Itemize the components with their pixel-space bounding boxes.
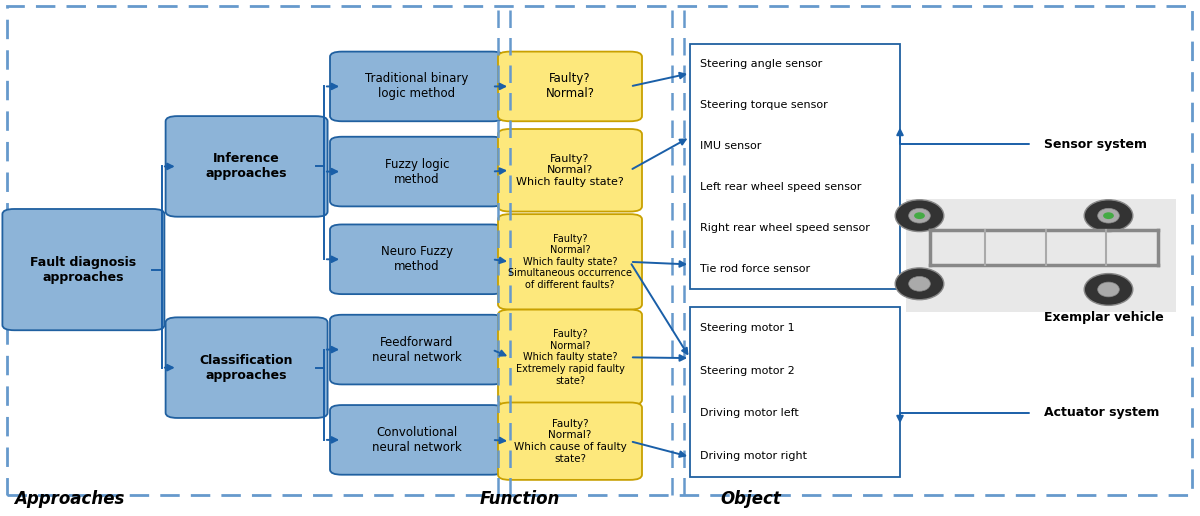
FancyBboxPatch shape xyxy=(498,52,642,121)
Text: Fault diagnosis
approaches: Fault diagnosis approaches xyxy=(30,255,137,284)
Text: Convolutional
neural network: Convolutional neural network xyxy=(372,426,462,454)
Bar xyxy=(906,199,1176,312)
FancyBboxPatch shape xyxy=(166,116,328,217)
Text: Steering motor 2: Steering motor 2 xyxy=(700,366,794,376)
Ellipse shape xyxy=(908,208,930,223)
Ellipse shape xyxy=(1098,208,1120,223)
Text: Sensor system: Sensor system xyxy=(1044,138,1147,151)
Ellipse shape xyxy=(1098,282,1120,297)
FancyBboxPatch shape xyxy=(498,402,642,480)
FancyBboxPatch shape xyxy=(330,405,504,475)
Ellipse shape xyxy=(1085,200,1133,232)
Text: Neuro Fuzzy
method: Neuro Fuzzy method xyxy=(380,245,454,273)
Text: Actuator system: Actuator system xyxy=(1044,406,1159,420)
Text: Faulty?
Normal?: Faulty? Normal? xyxy=(546,72,594,101)
Text: Function: Function xyxy=(480,490,560,508)
FancyBboxPatch shape xyxy=(498,310,642,405)
Text: Fuzzy logic
method: Fuzzy logic method xyxy=(385,157,449,186)
Text: Object: Object xyxy=(720,490,781,508)
Text: Driving motor left: Driving motor left xyxy=(700,409,798,418)
Text: Right rear wheel speed sensor: Right rear wheel speed sensor xyxy=(700,223,870,233)
Text: IMU sensor: IMU sensor xyxy=(700,141,761,151)
Text: Steering torque sensor: Steering torque sensor xyxy=(700,100,827,110)
FancyBboxPatch shape xyxy=(2,209,164,330)
FancyBboxPatch shape xyxy=(330,52,504,121)
Text: Traditional binary
logic method: Traditional binary logic method xyxy=(365,72,469,101)
Text: Tie rod force sensor: Tie rod force sensor xyxy=(700,264,810,273)
Text: Feedforward
neural network: Feedforward neural network xyxy=(372,335,462,364)
Text: Classification
approaches: Classification approaches xyxy=(200,353,293,382)
Text: Left rear wheel speed sensor: Left rear wheel speed sensor xyxy=(700,182,860,192)
Ellipse shape xyxy=(914,212,925,219)
Ellipse shape xyxy=(1103,212,1114,219)
FancyBboxPatch shape xyxy=(330,315,504,384)
FancyBboxPatch shape xyxy=(498,214,642,310)
Text: Faulty?
Normal?
Which faulty state?: Faulty? Normal? Which faulty state? xyxy=(516,154,624,187)
FancyBboxPatch shape xyxy=(498,129,642,212)
FancyBboxPatch shape xyxy=(330,137,504,206)
Text: Faulty?
Normal?
Which cause of faulty
state?: Faulty? Normal? Which cause of faulty st… xyxy=(514,419,626,463)
Ellipse shape xyxy=(895,200,944,232)
Text: Exemplar vehicle: Exemplar vehicle xyxy=(1044,311,1164,324)
Text: Steering angle sensor: Steering angle sensor xyxy=(700,59,822,69)
Text: Approaches: Approaches xyxy=(14,490,125,508)
Ellipse shape xyxy=(1085,273,1133,305)
FancyBboxPatch shape xyxy=(166,317,328,418)
Text: Steering motor 1: Steering motor 1 xyxy=(700,324,794,333)
FancyBboxPatch shape xyxy=(330,224,504,294)
Text: Driving motor right: Driving motor right xyxy=(700,451,806,461)
Text: Faulty?
Normal?
Which faulty state?
Extremely rapid faulty
state?: Faulty? Normal? Which faulty state? Extr… xyxy=(516,329,624,385)
Ellipse shape xyxy=(908,277,930,291)
Ellipse shape xyxy=(895,268,944,300)
Text: Faulty?
Normal?
Which faulty state?
Simultaneous occurrence
of different faults?: Faulty? Normal? Which faulty state? Simu… xyxy=(508,234,632,290)
Text: Inference
approaches: Inference approaches xyxy=(206,152,287,181)
